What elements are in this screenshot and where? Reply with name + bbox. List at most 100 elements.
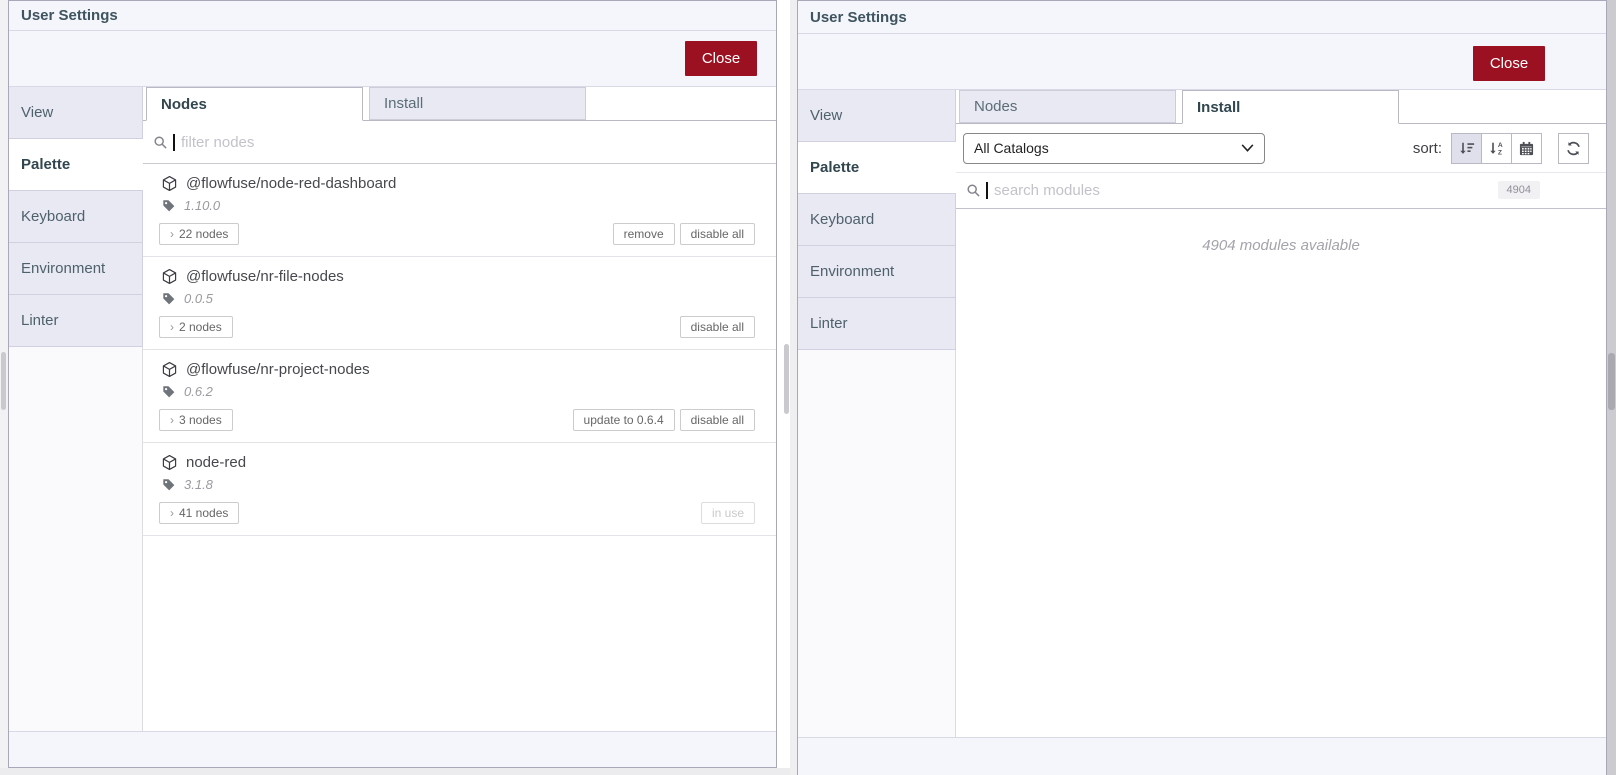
dialog-footer (9, 731, 776, 767)
module-version: 0.6.2 (184, 384, 213, 399)
dialog-header: User Settings (9, 1, 776, 31)
modules-available-text: 4904 modules available (1202, 237, 1360, 254)
node-count-button[interactable]: › 41 nodes (159, 502, 240, 524)
tag-icon (162, 385, 175, 398)
sidebar-item-environment[interactable]: Environment (798, 246, 956, 298)
middle-scrollbar-thumb[interactable] (784, 344, 789, 414)
module-entry: @flowfuse/nr-file-nodes 0.0.5 › 2 nodes d… (143, 257, 776, 350)
tab-nodes[interactable]: Nodes (146, 87, 363, 121)
package-icon (161, 175, 178, 192)
dialog-header: User Settings (798, 1, 1606, 34)
package-icon (161, 268, 178, 285)
module-version: 0.0.5 (184, 291, 213, 306)
close-button[interactable]: Close (685, 41, 757, 76)
palette-main: Nodes Install All Catalogs sort: (956, 90, 1606, 737)
chevron-right-icon: › (170, 506, 174, 520)
left-scrollbar-thumb[interactable] (1, 352, 6, 410)
sidebar-item-linter[interactable]: Linter (798, 298, 956, 350)
node-count-button[interactable]: › 3 nodes (159, 409, 233, 431)
sidebar-item-linter[interactable]: Linter (9, 295, 143, 347)
refresh-button[interactable] (1558, 132, 1589, 164)
search-icon (967, 184, 980, 197)
sidebar-item-view[interactable]: View (798, 90, 956, 142)
page-background-strip (0, 768, 790, 775)
dialog-button-bar: Close (798, 34, 1606, 90)
module-name: @flowfuse/nr-project-nodes (186, 361, 370, 378)
left-scrollbar-track[interactable] (0, 0, 8, 775)
tab-install[interactable]: Install (1182, 90, 1399, 124)
module-entry: @flowfuse/node-red-dashboard 1.10.0 › 22 … (143, 164, 776, 257)
dialog-footer (798, 737, 1606, 775)
close-button[interactable]: Close (1473, 46, 1545, 81)
svg-text:Z: Z (1497, 149, 1501, 155)
svg-text:A: A (1497, 142, 1502, 149)
tab-install[interactable]: Install (369, 87, 586, 120)
sort-relevance-button[interactable] (1451, 132, 1482, 164)
window-palette-install: User Settings Close View Palette Keyboar… (790, 0, 1616, 775)
disable-all-button[interactable]: disable all (679, 223, 755, 245)
chevron-down-icon (1241, 144, 1254, 152)
search-icon (154, 135, 167, 149)
settings-sidebar: View Palette Keyboard Environment Linter (9, 87, 143, 731)
disable-all-button[interactable]: disable all (679, 409, 755, 431)
dialog-button-bar: Close (9, 31, 776, 87)
sidebar-item-view[interactable]: View (9, 87, 143, 139)
module-name: node-red (186, 454, 247, 471)
chevron-right-icon: › (170, 413, 174, 427)
package-icon (161, 454, 178, 471)
package-icon (161, 361, 178, 378)
tag-icon (162, 478, 175, 491)
chevron-right-icon: › (170, 320, 174, 334)
palette-tabs: Nodes Install (956, 90, 1606, 124)
catalog-select[interactable]: All Catalogs (963, 132, 1265, 164)
tag-icon (162, 199, 175, 212)
right-scrollbar-thumb[interactable] (1608, 353, 1615, 410)
catalog-selected-value: All Catalogs (974, 140, 1049, 156)
module-name: @flowfuse/nr-file-nodes (186, 268, 344, 285)
sidebar-item-environment[interactable]: Environment (9, 243, 143, 295)
dialog-body: View Palette Keyboard Environment Linter… (9, 87, 776, 731)
right-scrollbar-track[interactable] (1607, 0, 1616, 775)
module-entry: node-red 3.1.8 › 41 nodes in use (143, 443, 776, 536)
palette-main: Nodes Install filter nodes (143, 87, 776, 731)
sort-label: sort: (1412, 139, 1442, 157)
catalog-toolbar: All Catalogs sort: (956, 124, 1606, 172)
module-name: @flowfuse/node-red-dashboard (186, 175, 397, 192)
sidebar-item-palette[interactable]: Palette (9, 139, 143, 191)
remove-button[interactable]: remove (612, 223, 675, 245)
sidebar-item-palette[interactable]: Palette (798, 142, 956, 194)
dialog-title: User Settings (810, 8, 907, 26)
update-button[interactable]: update to 0.6.4 (572, 409, 675, 431)
search-placeholder: search modules (994, 182, 1100, 199)
chevron-right-icon: › (170, 227, 174, 241)
module-list: @flowfuse/node-red-dashboard 1.10.0 › 22 … (143, 164, 776, 731)
module-entry: @flowfuse/nr-project-nodes 0.6.2 › 3 node… (143, 350, 776, 443)
sidebar-filler (798, 350, 956, 737)
module-version: 3.1.8 (184, 477, 213, 492)
window-palette-nodes: User Settings Close View Palette Keyboar… (0, 0, 790, 775)
text-cursor (173, 133, 175, 151)
module-version: 1.10.0 (184, 198, 221, 213)
text-cursor (986, 182, 988, 199)
filter-nodes-input[interactable]: filter nodes (143, 121, 776, 164)
user-settings-dialog: User Settings Close View Palette Keyboar… (8, 0, 777, 768)
node-count-button[interactable]: › 22 nodes (159, 223, 240, 245)
sort-recent-calendar-button[interactable] (1511, 132, 1542, 164)
filter-placeholder: filter nodes (181, 133, 255, 151)
node-count-button[interactable]: › 2 nodes (159, 316, 233, 338)
palette-tabs: Nodes Install (143, 87, 776, 121)
disable-all-button[interactable]: disable all (679, 316, 755, 338)
dialog-title: User Settings (21, 7, 118, 24)
dialog-body: View Palette Keyboard Environment Linter… (798, 90, 1606, 737)
settings-sidebar: View Palette Keyboard Environment Linter (798, 90, 956, 737)
search-modules-input[interactable]: search modules 4904 (956, 172, 1606, 209)
sidebar-item-keyboard[interactable]: Keyboard (9, 191, 143, 243)
tab-nodes[interactable]: Nodes (959, 90, 1176, 123)
sidebar-item-keyboard[interactable]: Keyboard (798, 194, 956, 246)
sidebar-filler (9, 347, 143, 731)
result-count-badge: 4904 (1497, 181, 1540, 199)
